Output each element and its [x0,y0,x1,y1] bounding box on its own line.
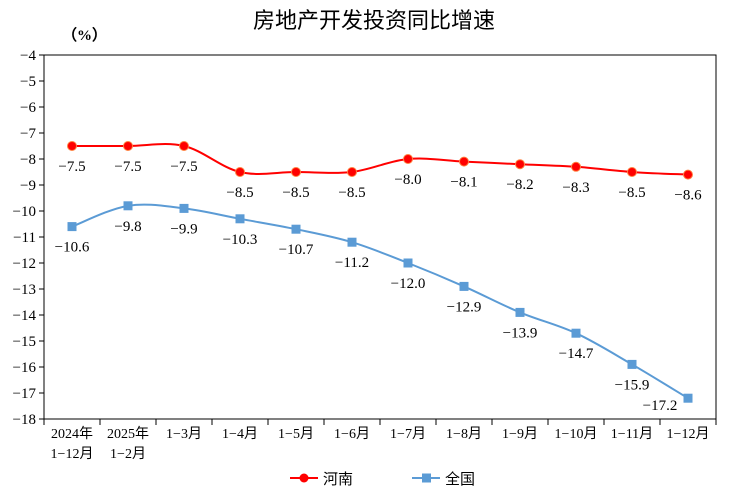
y-tick-label: −15 [13,334,36,350]
legend-marker-circle [299,473,309,483]
data-point-marker [683,169,693,180]
x-tick-label: 1−10月 [555,426,598,442]
data-point-marker [291,167,301,177]
x-tick-label: 1−8月 [446,426,482,442]
y-tick-label: −13 [13,282,36,298]
y-tick-label: −5 [20,74,36,90]
x-tick-label: 1−6月 [334,426,370,442]
data-label: −11.2 [335,255,369,271]
data-point-marker [67,141,77,151]
y-tick-label: −9 [20,178,36,194]
y-tick-label: −17 [13,386,37,402]
data-label: −12.0 [391,276,426,292]
data-label: −8.6 [674,188,702,204]
legend-label: 河南 [323,471,353,488]
y-tick-label: −4 [20,48,36,64]
data-point-marker [347,237,357,247]
data-point-marker [403,258,413,268]
data-label: −8.3 [562,180,589,196]
data-point-marker [515,159,525,170]
x-tick-label: 1−5月 [278,426,314,442]
y-tick-label: −16 [13,360,37,376]
x-tick-label: 2024年 [51,426,93,442]
data-point-marker [123,141,133,151]
data-point-marker [403,154,413,164]
data-point-marker [67,222,77,232]
data-label: −15.9 [615,377,650,393]
data-label: −10.7 [279,242,314,258]
plot-area-border [43,54,717,420]
data-label: −8.5 [618,185,645,201]
data-point-marker [459,281,469,291]
series-line-河南 [72,143,689,176]
x-tick-label: 1−2月 [110,446,146,462]
x-tick-label: 2025年 [107,426,149,442]
data-label: −13.9 [503,325,538,341]
data-label: −12.9 [447,299,482,315]
data-point-marker [179,141,189,151]
x-tick-label: 1−7月 [390,426,426,442]
x-tick-label: 1−4月 [222,426,258,442]
data-label: −9.8 [114,219,141,235]
data-label: −8.1 [450,175,477,191]
y-axis-unit-label: （%） [62,26,107,44]
x-tick-label: 1−9月 [502,426,538,442]
data-label: −8.5 [338,185,365,201]
data-label: −8.2 [506,177,533,193]
data-label: −7.5 [114,159,141,175]
data-label: −7.5 [170,159,197,175]
data-point-marker [235,214,245,224]
legend-label: 全国 [445,470,475,488]
data-label: −9.9 [170,221,197,237]
data-label: −8.5 [282,185,309,201]
y-tick-label: −6 [20,100,36,116]
y-tick-label: −18 [13,412,36,428]
data-point-marker [235,167,245,177]
data-point-marker [459,156,469,167]
data-point-marker [683,393,693,403]
data-label: −8.0 [394,172,421,188]
y-tick-label: −10 [13,204,36,220]
data-point-marker [123,201,133,211]
data-label: −14.7 [559,346,594,362]
data-label: −7.5 [58,159,85,175]
legend-marker-square [422,473,431,483]
x-tick-label: 1−12月 [51,446,94,462]
data-point-marker [347,167,357,177]
y-tick-label: −11 [13,230,36,246]
data-point-marker [627,359,637,369]
x-tick-label: 1−3月 [166,426,202,442]
series-line-全国 [71,203,689,400]
y-tick-label: −8 [20,152,36,168]
data-label: −10.6 [55,240,90,256]
data-point-marker [291,224,301,234]
y-tick-label: −7 [20,126,36,142]
x-tick-label: 1−11月 [611,426,653,442]
data-point-marker [571,328,581,338]
data-point-marker [179,203,189,213]
data-point-marker [515,307,525,317]
y-tick-label: −14 [13,308,37,324]
x-tick-label: 1−12月 [667,426,710,442]
data-label: −17.2 [643,398,678,414]
y-tick-label: −12 [13,256,36,272]
data-label: −8.5 [226,185,253,201]
data-point-marker [627,167,637,177]
data-point-marker [571,161,581,172]
data-label: −10.3 [223,232,258,248]
chart-title: 房地产开发投资同比增速 [253,8,495,33]
